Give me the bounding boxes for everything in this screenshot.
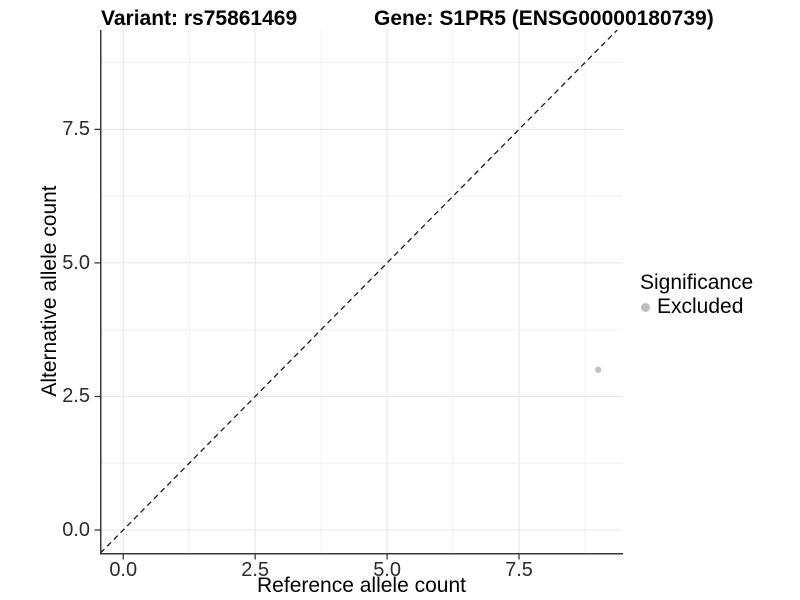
- y-axis-title: Alternative allele count: [38, 185, 61, 397]
- legend-item: Excluded: [640, 295, 753, 318]
- x-tick-label: 2.5: [241, 559, 270, 581]
- legend-items: Excluded: [640, 295, 753, 318]
- x-axis-title: Reference allele count: [257, 574, 466, 597]
- data-point: [594, 366, 602, 373]
- y-tick-label: 0.0: [62, 519, 90, 542]
- legend-title: Significance: [640, 271, 754, 294]
- plot-panel: [94, 30, 623, 560]
- x-tick-label: 7.5: [505, 559, 533, 581]
- legend: Significance Excluded: [640, 271, 754, 319]
- diagonal-reference-line: [100, 30, 618, 554]
- legend-item-label: Excluded: [657, 295, 744, 318]
- legend-key-dot-icon: [641, 302, 650, 312]
- y-tick-label: 7.5: [62, 118, 90, 141]
- plot-title-variant: Variant: rs75861469: [101, 7, 298, 30]
- y-tick-label: 5.0: [62, 251, 90, 274]
- x-tick-label: 5.0: [373, 559, 401, 581]
- y-tick-label: 2.5: [62, 385, 90, 408]
- plot-title-gene: Gene: S1PR5 (ENSG00000180739): [374, 7, 714, 30]
- x-tick-label: 0.0: [109, 559, 138, 581]
